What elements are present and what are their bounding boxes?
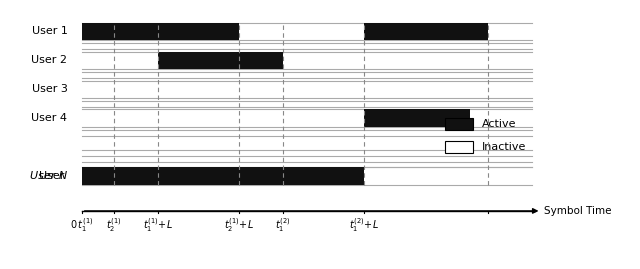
Bar [82, 80, 532, 98]
Bar [445, 141, 473, 153]
Text: User 3: User 3 [31, 84, 67, 94]
Text: $0\,t_1^{(1)}$: $0\,t_1^{(1)}$ [70, 216, 93, 233]
Text: User 2: User 2 [31, 55, 67, 65]
Text: $t_1^{(2)}\!+\!L$: $t_1^{(2)}\!+\!L$ [349, 216, 379, 233]
Bar [82, 23, 239, 40]
Bar [82, 23, 532, 40]
Bar [364, 23, 488, 40]
Bar [364, 109, 470, 127]
Text: $t_2^{(1)}\!+\!L$: $t_2^{(1)}\!+\!L$ [224, 216, 254, 233]
Bar [82, 167, 532, 185]
Text: $t_1^{(2)}$: $t_1^{(2)}$ [275, 216, 291, 233]
Bar [82, 109, 532, 127]
Bar [82, 52, 532, 69]
Text: User 4: User 4 [31, 113, 67, 123]
Text: $t_1^{(1)}\!+\!L$: $t_1^{(1)}\!+\!L$ [143, 216, 173, 233]
Text: Symbol Time: Symbol Time [545, 206, 612, 216]
Text: $t_2^{(1)}$: $t_2^{(1)}$ [106, 216, 122, 233]
Bar [158, 52, 283, 69]
Bar [82, 167, 364, 185]
Bar [445, 118, 473, 130]
Text: User: User [38, 171, 67, 181]
Text: User N: User N [30, 171, 67, 181]
Text: User 1: User 1 [31, 26, 67, 36]
Text: Inactive: Inactive [482, 142, 527, 152]
Text: Active: Active [482, 119, 516, 129]
